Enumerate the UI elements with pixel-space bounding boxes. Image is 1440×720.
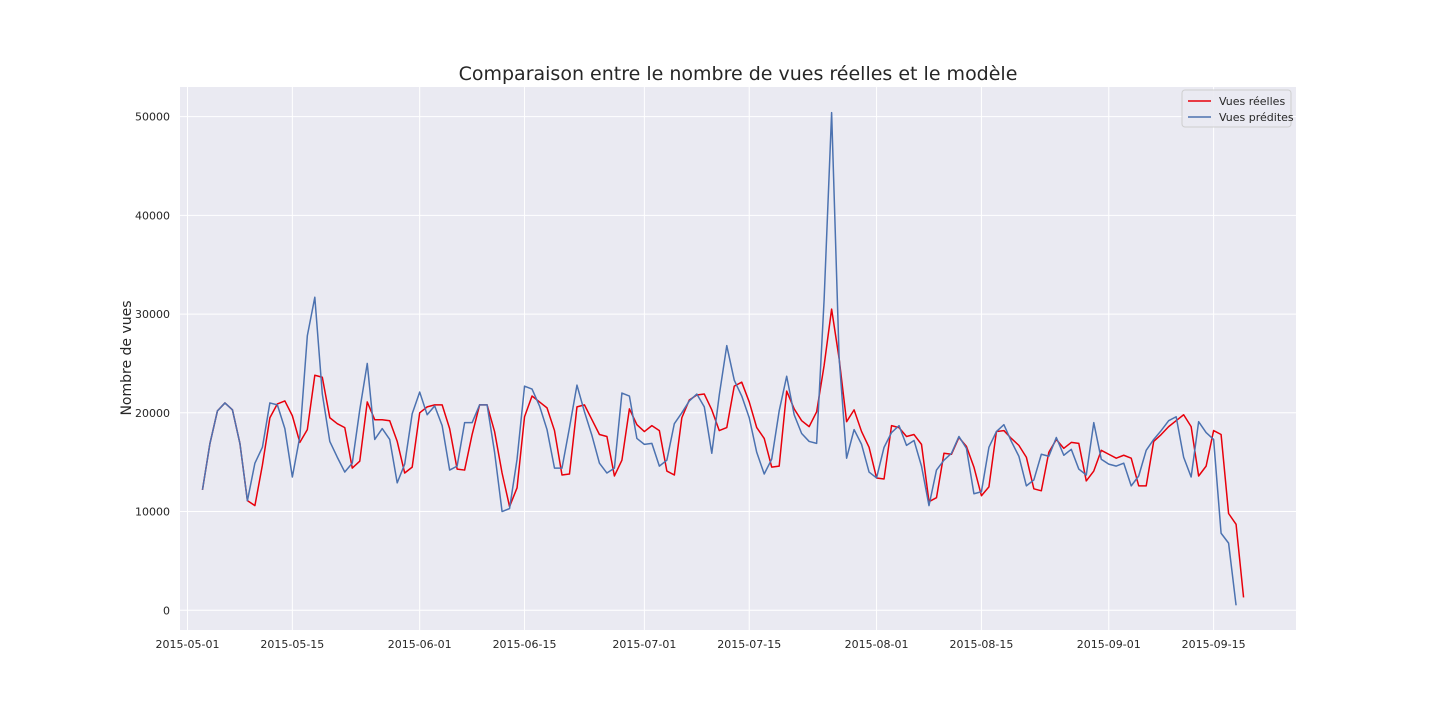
legend-label-vues-reelles: Vues réelles: [1219, 95, 1285, 108]
x-tick-label: 2015-06-01: [388, 638, 452, 651]
y-tick-label: 40000: [135, 209, 170, 222]
x-tick-label: 2015-05-01: [156, 638, 220, 651]
series-line-vues-reelles: [201, 308, 1245, 598]
chart-title: Comparaison entre le nombre de vues réel…: [459, 63, 1018, 85]
y-tick-label: 30000: [135, 308, 170, 321]
series-line-vues-predites: [201, 111, 1237, 606]
series-lines: [201, 111, 1245, 606]
y-tick-label: 50000: [135, 111, 170, 124]
x-tick-label: 2015-09-15: [1182, 638, 1246, 651]
legend-label-vues-predites: Vues prédites: [1219, 111, 1294, 124]
y-tick-label: 10000: [135, 506, 170, 519]
x-tick-label: 2015-05-15: [260, 638, 324, 651]
y-tick-labels: 0 10000 20000 30000 40000 50000: [135, 111, 170, 618]
x-tick-label: 2015-08-15: [949, 638, 1013, 651]
x-tick-label: 2015-07-15: [717, 638, 781, 651]
y-tick-label: 0: [163, 604, 170, 617]
x-tick-label: 2015-06-15: [493, 638, 557, 651]
y-axis-label: Nombre de vues: [119, 300, 135, 415]
x-tick-label: 2015-08-01: [845, 638, 909, 651]
plot-background: [180, 87, 1296, 630]
legend: Vues réelles Vues prédites: [1181, 89, 1294, 128]
y-tick-label: 20000: [135, 407, 170, 420]
x-tick-label: 2015-07-01: [612, 638, 676, 651]
x-tick-labels: 2015-05-01 2015-05-15 2015-06-01 2015-06-15…: [156, 638, 1246, 651]
x-tick-label: 2015-09-01: [1077, 638, 1141, 651]
